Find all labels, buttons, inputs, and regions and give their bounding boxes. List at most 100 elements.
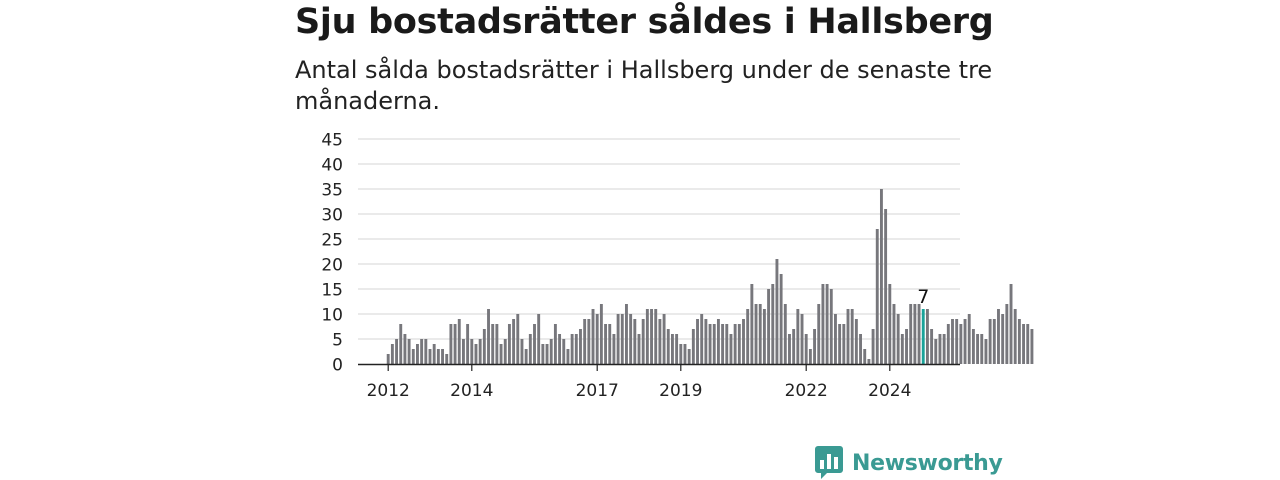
bar	[800, 314, 804, 364]
bar	[783, 304, 787, 364]
bar	[712, 324, 716, 364]
bar	[629, 314, 633, 364]
bar	[524, 349, 528, 364]
bar	[670, 334, 674, 364]
bar	[917, 304, 921, 364]
bar	[997, 309, 1000, 364]
bar	[934, 339, 938, 364]
x-tick-label: 2022	[785, 381, 828, 401]
bar	[599, 304, 603, 364]
highlight-value-label: 7	[917, 286, 929, 308]
bar	[967, 314, 971, 364]
bar	[850, 309, 854, 364]
bar	[566, 349, 570, 364]
y-tick-label: 0	[332, 356, 343, 376]
bar	[616, 314, 620, 364]
y-tick-label: 5	[332, 331, 343, 351]
bar	[1026, 324, 1030, 364]
bar	[984, 339, 988, 364]
brand-name: Newsworthy	[852, 450, 1003, 476]
bar	[687, 349, 691, 364]
x-tick-label: 2012	[367, 381, 410, 401]
bar	[533, 324, 536, 364]
bar	[871, 329, 875, 364]
bar	[482, 329, 486, 364]
bar	[775, 259, 779, 364]
y-tick-label: 15	[321, 281, 343, 301]
bar	[884, 209, 888, 364]
bar	[528, 334, 532, 364]
bar	[704, 319, 708, 364]
bar	[583, 319, 587, 364]
y-tick-label: 20	[321, 256, 343, 276]
bar	[562, 339, 566, 364]
bar	[792, 329, 796, 364]
bar	[574, 334, 578, 364]
bar	[553, 324, 557, 364]
bar	[750, 284, 754, 364]
bar	[491, 324, 495, 364]
bar	[449, 324, 453, 364]
bar	[863, 349, 867, 364]
x-tick-label: 2017	[576, 381, 619, 401]
bar	[411, 349, 415, 364]
bar	[859, 334, 862, 364]
bar	[441, 349, 444, 364]
bar	[938, 334, 942, 364]
bar	[971, 329, 975, 364]
gridlines	[358, 138, 960, 340]
bar	[625, 304, 628, 364]
chart-title: Sju bostadsrätter såldes i Hallsberg	[295, 2, 994, 42]
bar	[612, 334, 616, 364]
bar	[570, 334, 574, 364]
bar	[767, 289, 771, 364]
bar	[645, 309, 649, 364]
bar	[834, 314, 837, 364]
bar	[846, 309, 850, 364]
newsworthy-brand[interactable]: Newsworthy	[815, 446, 1003, 480]
bar	[879, 189, 883, 364]
bar	[470, 339, 474, 364]
bar	[980, 334, 984, 364]
bar	[888, 284, 892, 364]
bar	[817, 304, 821, 364]
bar	[399, 324, 403, 364]
bar	[988, 319, 992, 364]
bar	[591, 309, 595, 364]
bar	[896, 314, 900, 364]
bar	[708, 324, 712, 364]
bar	[737, 324, 741, 364]
bar	[875, 229, 879, 364]
bar	[754, 304, 758, 364]
bar	[390, 344, 394, 364]
bar	[946, 324, 950, 364]
bar	[921, 309, 925, 364]
bar	[545, 344, 549, 364]
bar	[838, 324, 842, 364]
x-tick-label: 2019	[659, 381, 702, 401]
bar	[604, 324, 608, 364]
bar	[595, 314, 599, 364]
bar	[1001, 314, 1005, 364]
bar	[436, 349, 440, 364]
bar	[679, 344, 683, 364]
annotations: 7	[917, 286, 929, 308]
bar	[813, 329, 817, 364]
bar	[654, 309, 658, 364]
bar	[395, 339, 399, 364]
bar	[779, 274, 783, 364]
bar	[909, 304, 913, 364]
y-tick-label: 25	[321, 231, 343, 251]
bar	[407, 339, 411, 364]
bar	[825, 284, 829, 364]
bar	[788, 334, 791, 364]
bar	[457, 319, 461, 364]
y-tick-label: 30	[321, 206, 343, 226]
bar	[512, 319, 516, 364]
bar	[1017, 319, 1021, 364]
bar	[537, 314, 541, 364]
bar	[842, 324, 846, 364]
bar	[892, 304, 896, 364]
bar	[808, 349, 812, 364]
